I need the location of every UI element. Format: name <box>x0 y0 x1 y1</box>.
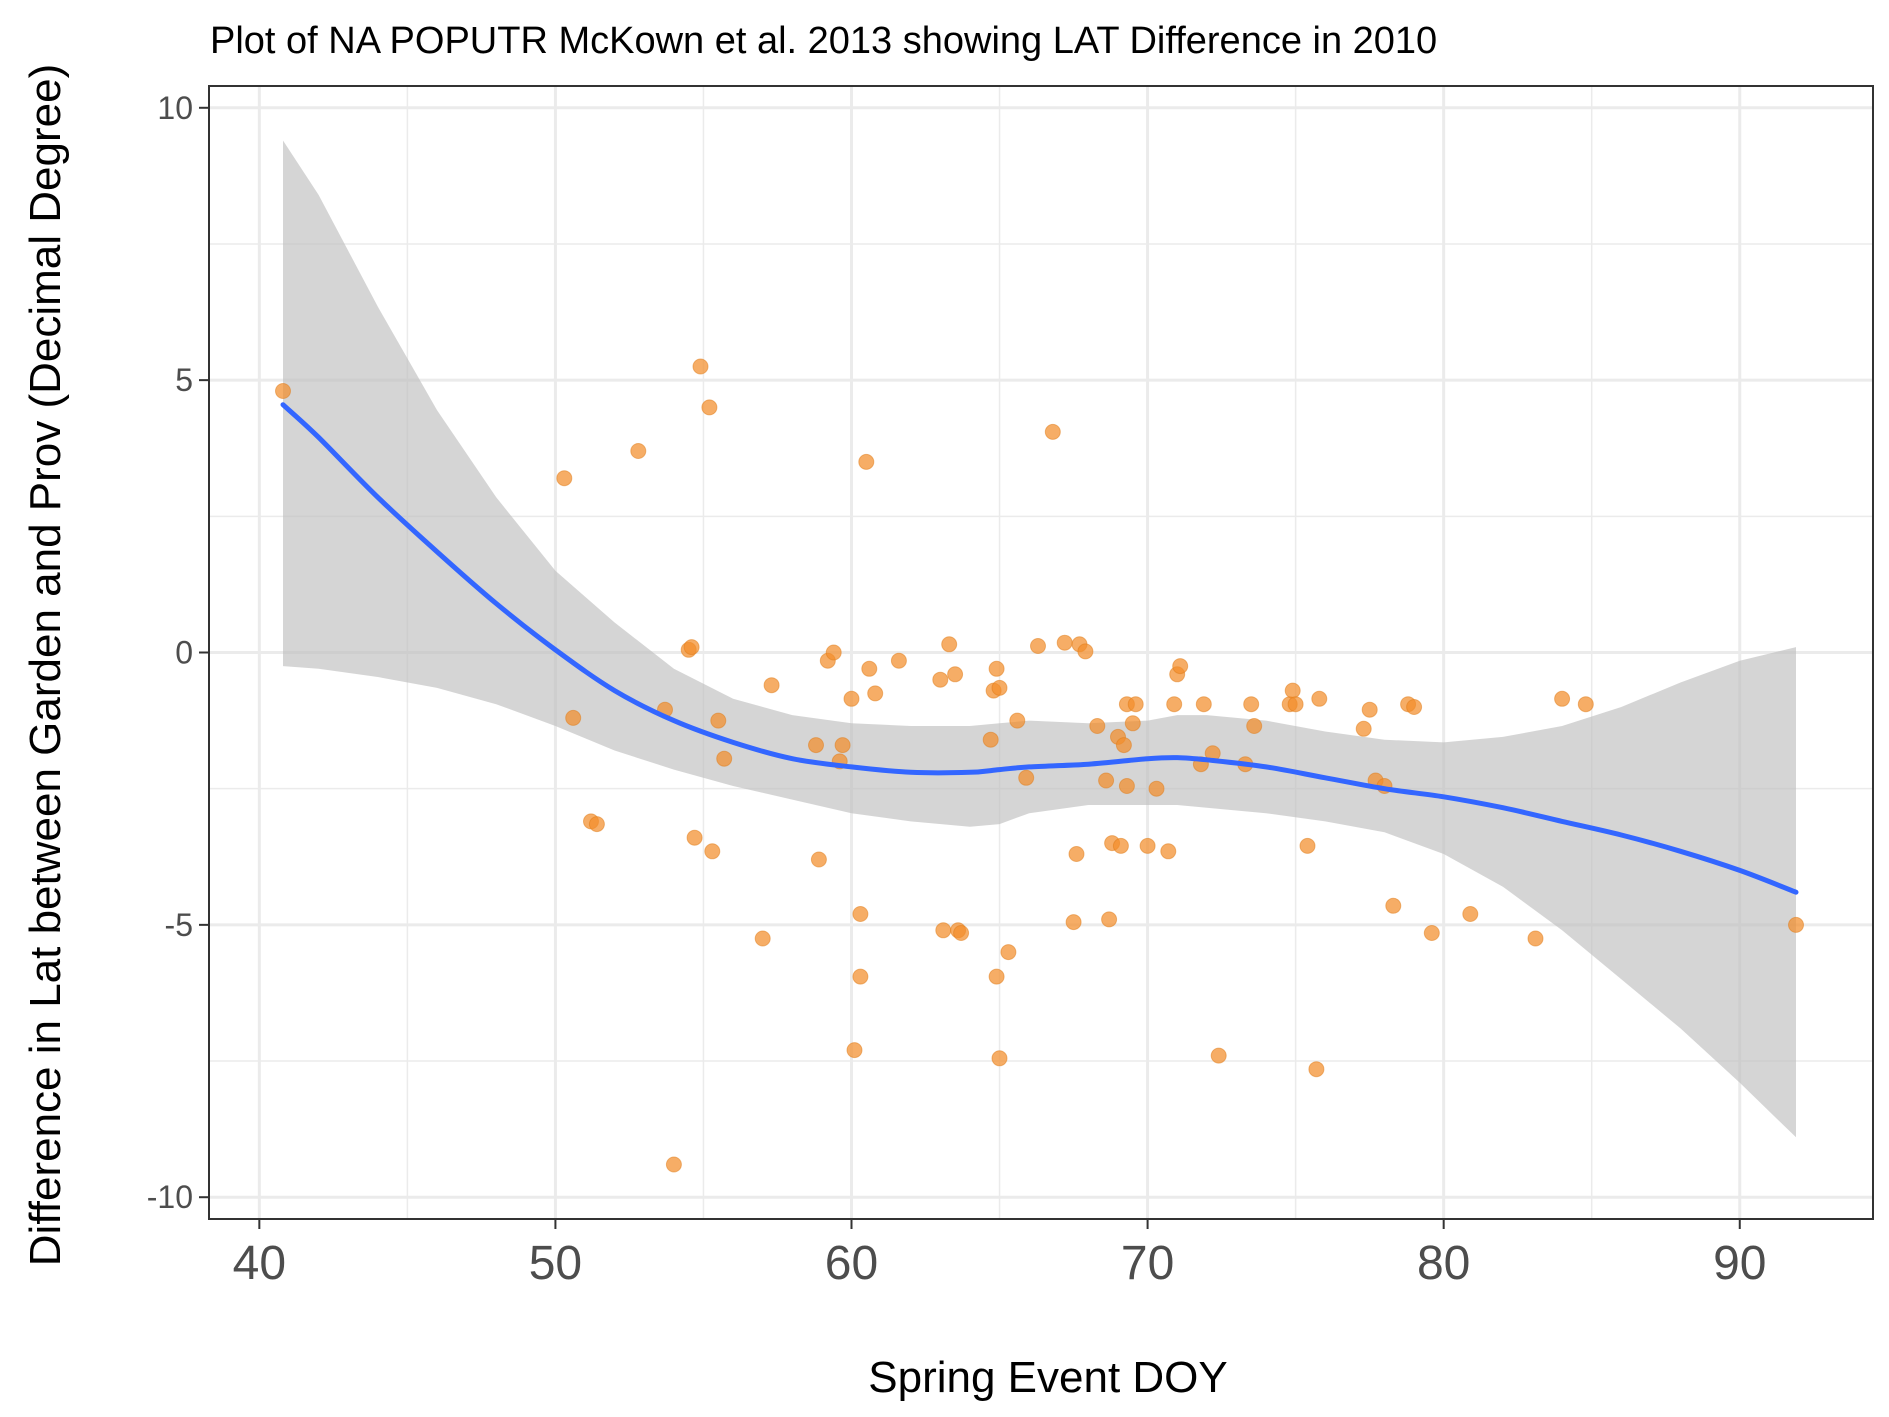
scatter-point <box>1115 737 1132 754</box>
scatter-point <box>1462 906 1479 922</box>
scatter-point <box>1148 780 1165 797</box>
scatter-point <box>982 731 999 748</box>
scatter-point <box>1009 712 1026 729</box>
x-tick-label: 90 <box>1713 1237 1766 1290</box>
scatter-point <box>1065 914 1082 931</box>
scatter-point <box>1788 916 1804 933</box>
scatter-point <box>1577 696 1594 713</box>
scatter-point <box>704 843 721 860</box>
x-tick-label: 80 <box>1417 1237 1470 1290</box>
scatter-point <box>988 968 1005 985</box>
scatter-point <box>1195 696 1212 713</box>
scatter-point <box>275 383 291 399</box>
scatter-point <box>834 737 851 754</box>
y-tick-label: -5 <box>165 907 193 943</box>
scatter-point <box>1355 720 1372 737</box>
scatter-point <box>1101 911 1118 928</box>
scatter-point <box>941 636 958 653</box>
scatter-point <box>1089 718 1106 734</box>
scatter-point <box>1030 638 1046 654</box>
scatter-point <box>852 968 869 985</box>
scatter-point <box>754 930 771 947</box>
scatter-point <box>1527 930 1544 947</box>
scatter-point <box>1284 682 1301 699</box>
x-tick-label: 40 <box>233 1237 286 1290</box>
scatter-point <box>1127 696 1144 713</box>
scatter-point <box>1056 634 1073 651</box>
x-axis-title: Spring Event DOY <box>868 1353 1228 1402</box>
scatter-point <box>1308 1061 1325 1078</box>
scatter-point <box>1068 846 1085 862</box>
scatter-point <box>947 666 964 683</box>
scatter-point <box>1385 897 1402 914</box>
x-tick-label: 70 <box>1121 1237 1174 1290</box>
scatter-point <box>565 709 582 726</box>
scatter-point <box>716 750 733 767</box>
scatter-point <box>1423 925 1440 941</box>
scatter-point <box>1018 769 1035 786</box>
scatter-point <box>858 453 875 470</box>
scatter-point <box>1246 718 1263 734</box>
scatter-point <box>630 443 647 459</box>
scatter-point <box>825 644 842 661</box>
scatter-point <box>1299 837 1316 854</box>
y-tick-label: -10 <box>147 1179 193 1215</box>
confidence-ribbon <box>283 140 1796 1138</box>
scatter-point <box>665 1156 682 1173</box>
scatter-point <box>1210 1047 1227 1064</box>
scatter-point <box>588 816 605 833</box>
scatter-point <box>710 712 727 729</box>
smooth-line <box>280 402 1799 895</box>
scatter-point <box>763 677 780 694</box>
scatter-point <box>1124 715 1141 732</box>
scatter-point <box>846 1042 863 1059</box>
scatter-point <box>852 906 869 922</box>
scatter-point <box>808 737 824 754</box>
scatter-point <box>991 679 1008 696</box>
y-tick-label: 0 <box>175 635 193 671</box>
scatter-point <box>686 829 703 846</box>
chart-title: Plot of NA POPUTR McKown et al. 2013 sho… <box>210 20 1437 62</box>
scatter-point <box>1077 643 1094 660</box>
scatter-point <box>1406 699 1423 715</box>
scatter-point <box>1044 423 1061 440</box>
y-tick-label: 5 <box>175 362 193 398</box>
scatter-point <box>935 922 952 939</box>
scatter-point <box>1166 696 1183 713</box>
scatter-point <box>1287 696 1304 713</box>
scatter-point <box>1554 690 1571 707</box>
scatter-point <box>867 685 884 702</box>
scatter-point <box>861 660 878 677</box>
scatter-point <box>810 851 827 868</box>
scatter-point <box>556 470 573 487</box>
scatter-point <box>683 639 700 656</box>
scatter-point <box>1118 778 1135 794</box>
scatter-point <box>1160 843 1177 860</box>
x-tick-label: 50 <box>529 1237 582 1290</box>
scatter-point <box>991 1050 1008 1067</box>
y-tick-label: 10 <box>157 90 193 126</box>
scatter-point <box>1243 696 1260 713</box>
scatter-point <box>1311 690 1328 707</box>
scatter-point <box>1000 944 1017 961</box>
scatter-point <box>1112 837 1129 854</box>
scatter-point <box>932 671 949 688</box>
y-axis-title: Difference in Lat between Garden and Pro… <box>21 64 70 1266</box>
x-tick-label: 60 <box>825 1237 878 1290</box>
scatter-point <box>1139 837 1156 854</box>
scatter-point <box>953 925 970 941</box>
scatter-point <box>1361 701 1378 718</box>
scatter-point <box>701 399 718 416</box>
scatter-point <box>1098 772 1115 789</box>
scatter-point <box>988 660 1005 677</box>
scatter-points <box>275 358 1804 1173</box>
scatter-point <box>692 358 709 375</box>
scatter-point <box>843 690 860 707</box>
scatter-point <box>1172 658 1189 675</box>
scatter-point <box>890 652 907 669</box>
